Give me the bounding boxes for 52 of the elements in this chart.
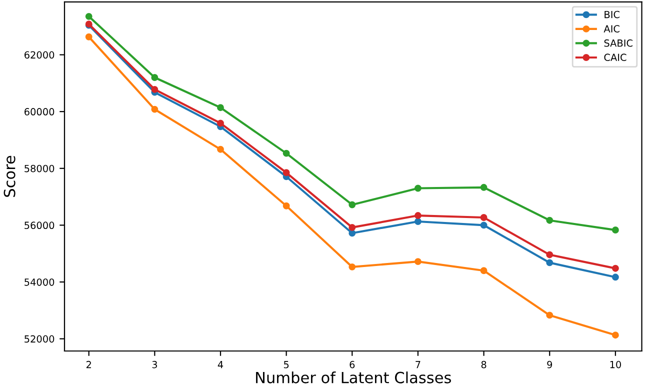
legend-label: BIC [604, 10, 620, 18]
point [151, 74, 158, 81]
point [414, 258, 422, 266]
y-axis-title: Score [4, 156, 16, 197]
point [546, 259, 554, 266]
point [348, 230, 356, 237]
legend-label: CAIC [604, 54, 626, 62]
x-tick-label: 8 [481, 360, 486, 368]
point [282, 169, 290, 176]
point [282, 150, 290, 157]
point [217, 120, 224, 127]
point [480, 267, 488, 274]
point [348, 224, 356, 231]
point [348, 201, 356, 208]
x-tick-label: 10 [610, 360, 621, 368]
point [414, 218, 422, 225]
point [217, 104, 224, 112]
x-tick-label: 4 [218, 361, 224, 368]
y-tick-label: 58000 [24, 164, 54, 172]
point [348, 263, 356, 270]
point [612, 226, 619, 234]
point [612, 332, 619, 339]
y-tick-label: 62000 [24, 51, 54, 59]
point [480, 184, 488, 191]
point [414, 212, 422, 219]
x-tick-label: 5 [284, 361, 289, 368]
y-tick-label: 52000 [24, 335, 54, 343]
y-tick-label: 56000 [24, 222, 54, 230]
point [612, 274, 619, 281]
y-tick-label: 54000 [24, 278, 54, 286]
x-tick-label: 3 [152, 360, 157, 368]
x-tick-label: 2 [86, 360, 91, 368]
point [85, 12, 92, 20]
x-tick-label: 7 [416, 361, 420, 368]
point [282, 202, 290, 210]
point [480, 222, 488, 229]
point [480, 214, 488, 221]
point [151, 106, 158, 113]
legend-label: SABIC [604, 39, 632, 47]
point [217, 146, 224, 153]
x-tick-label: 6 [350, 360, 355, 368]
point [546, 251, 554, 258]
point [612, 264, 619, 272]
legend-label: AIC [604, 25, 620, 32]
point [151, 86, 158, 93]
point [546, 216, 554, 224]
y-tick-label: 60000 [24, 108, 54, 116]
point [414, 184, 422, 192]
x-tick-label: 9 [547, 360, 552, 368]
point [546, 312, 554, 319]
point [85, 33, 92, 40]
x-axis-title: Number of Latent Classes [256, 372, 451, 384]
